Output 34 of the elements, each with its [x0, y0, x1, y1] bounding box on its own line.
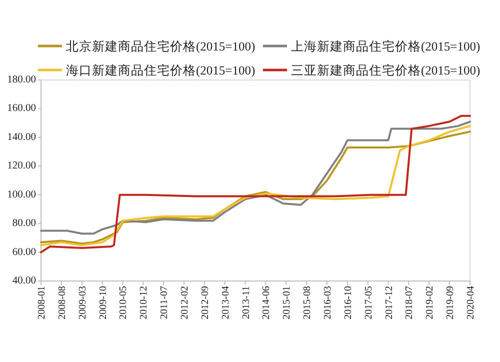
x-tick-label: 2010-12 [138, 286, 150, 320]
x-tick-label: 2016-03 [322, 286, 334, 320]
x-tick-label: 2008-08 [56, 286, 68, 320]
x-tick-label: 2010-05 [118, 286, 130, 320]
legend-label: 三亚新建商品住宅价格(2015=100) [291, 62, 480, 78]
x-tick-label: 2011-07 [159, 286, 170, 319]
legend-label: 海口新建商品住宅价格(2015=100) [66, 62, 256, 78]
legend-label: 北京新建商品住宅价格(2015=100) [66, 38, 256, 54]
x-tick-label: 2012-02 [180, 286, 190, 320]
x-tick-label: 2013-11 [240, 286, 252, 319]
y-tick-label: 160.00 [7, 103, 36, 114]
y-tick-label: 180.00 [7, 74, 36, 86]
y-tick-label: 80.00 [12, 218, 36, 230]
x-tick-label: 2015-01 [282, 286, 293, 320]
y-tick-label: 60.00 [12, 246, 36, 258]
x-tick-label: 2012-09 [200, 286, 211, 320]
y-tick-label: 140.00 [7, 132, 36, 143]
x-tick-label: 2017-12 [384, 286, 395, 320]
x-tick-label: 2020-04 [466, 286, 476, 320]
x-tick-label: 2019-09 [445, 286, 456, 320]
x-tick-label: 2016-10 [342, 286, 354, 320]
y-tick-label: 120.00 [7, 160, 36, 172]
x-tick-label: 2009-03 [77, 286, 88, 320]
legend-label: 上海新建商品住宅价格(2015=100) [291, 38, 480, 54]
x-tick-label: 2013-04 [220, 286, 232, 320]
y-tick-label: 100.00 [7, 189, 36, 200]
x-tick-label: 2014-06 [261, 286, 272, 320]
x-tick-label: 2018-07 [404, 286, 416, 320]
x-tick-label: 2017-05 [363, 286, 374, 320]
x-tick-label: 2015-08 [302, 286, 314, 320]
x-tick-label: 2019-02 [424, 286, 436, 320]
x-tick-label: 2008-01 [36, 286, 48, 320]
x-tick-label: 2009-10 [98, 286, 109, 320]
y-tick-label: 40.00 [12, 276, 36, 286]
